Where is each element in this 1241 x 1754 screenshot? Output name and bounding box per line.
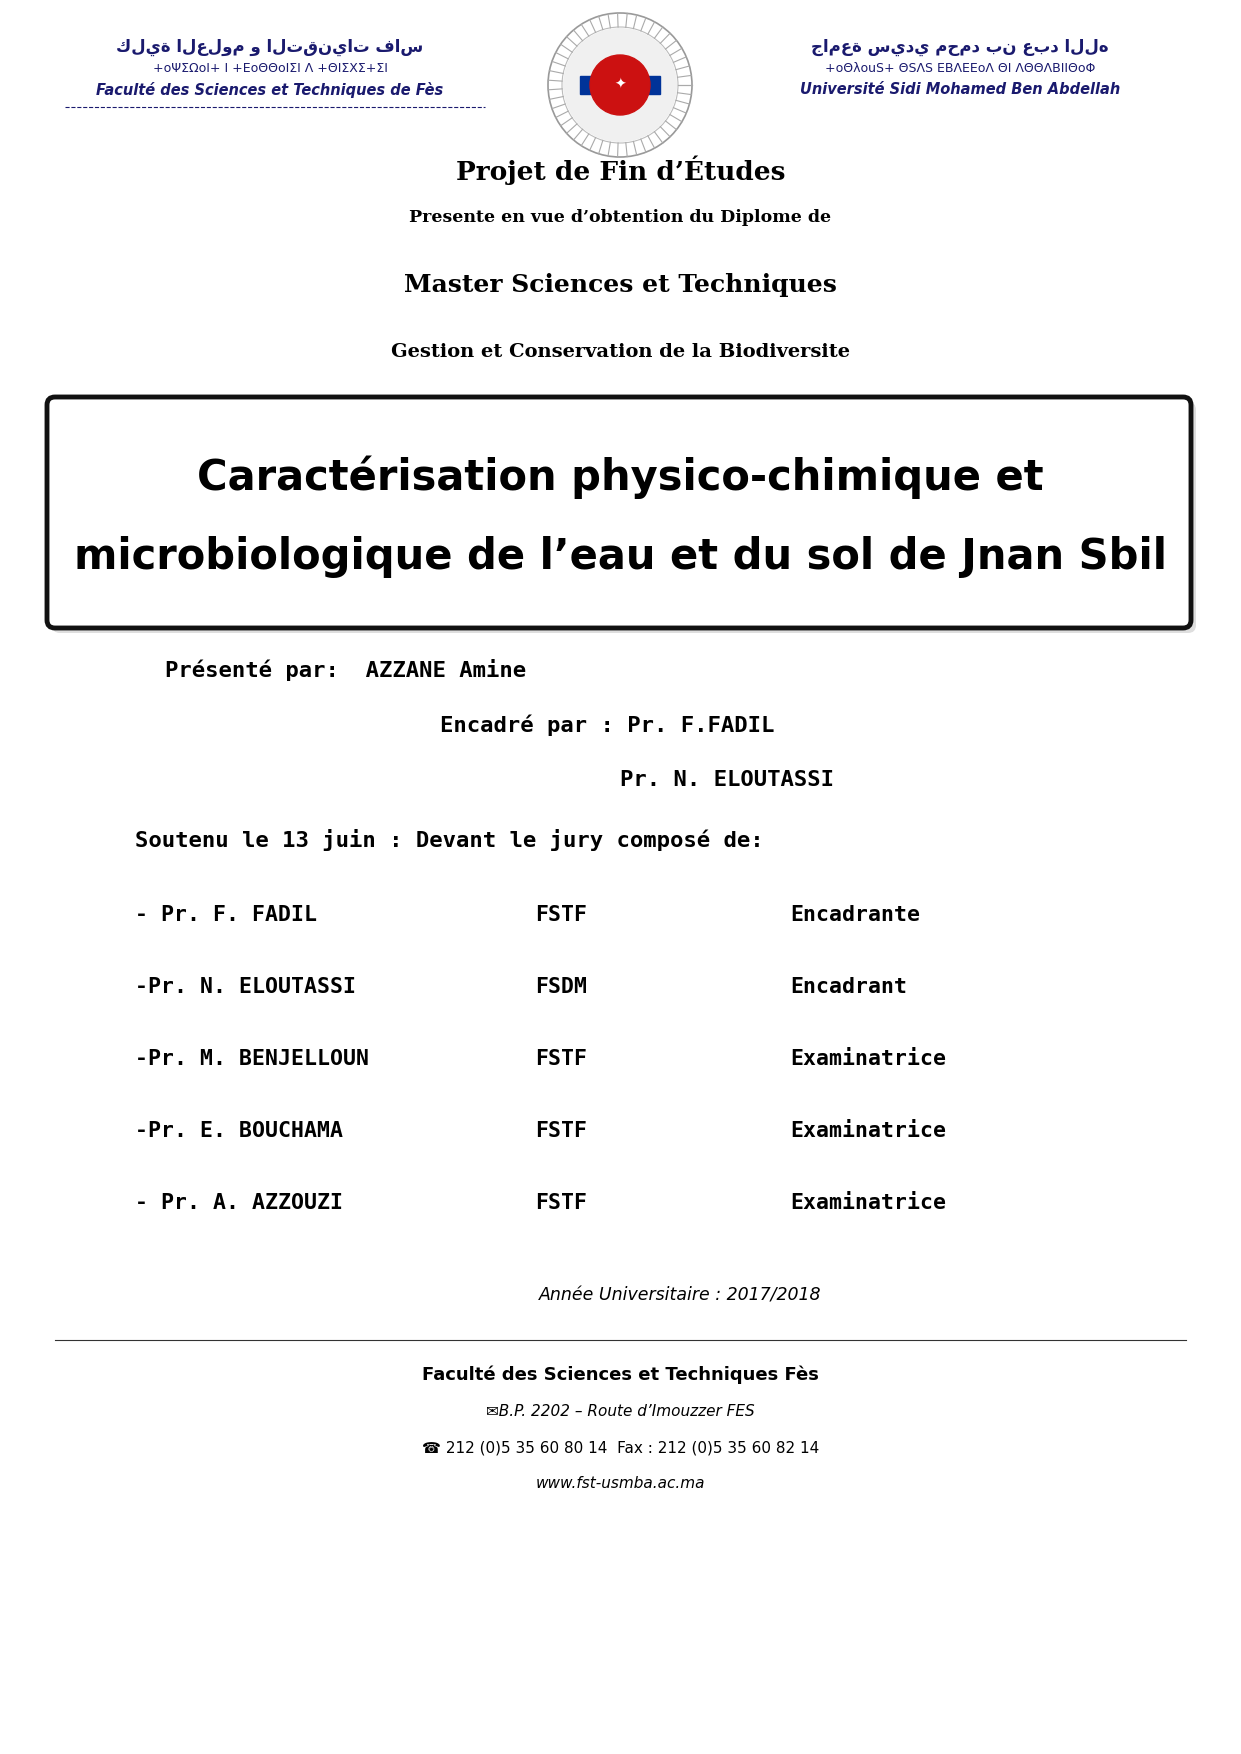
Text: Présenté par:  AZZANE Amine: Présenté par: AZZANE Amine [165, 660, 526, 681]
Text: - Pr. F. FADIL: - Pr. F. FADIL [135, 905, 316, 924]
Text: جامعة سيدي محمد بن عبد الله: جامعة سيدي محمد بن عبد الله [812, 39, 1108, 56]
Text: Examinatrice: Examinatrice [791, 1049, 946, 1068]
Text: microbiologique de l’eau et du sol de Jnan Sbil: microbiologique de l’eau et du sol de Jn… [74, 537, 1167, 579]
Text: Presente en vue d’obtention du Diplome de: Presente en vue d’obtention du Diplome d… [410, 209, 831, 226]
Text: Soutenu le 13 juin : Devant le jury composé de:: Soutenu le 13 juin : Devant le jury comp… [135, 830, 763, 851]
Text: -Pr. M. BENJELLOUN: -Pr. M. BENJELLOUN [135, 1049, 369, 1068]
Text: Pr. N. ELOUTASSI: Pr. N. ELOUTASSI [620, 770, 834, 789]
Text: كلية العلوم و التقنيات فاس: كلية العلوم و التقنيات فاس [117, 39, 423, 56]
Text: ☎ 212 (0)5 35 60 80 14  Fax : 212 (0)5 35 60 82 14: ☎ 212 (0)5 35 60 80 14 Fax : 212 (0)5 35… [422, 1440, 819, 1456]
Text: Encadré par : Pr. F.FADIL: Encadré par : Pr. F.FADIL [441, 714, 774, 735]
Text: Caractérisation physico-chimique et: Caractérisation physico-chimique et [197, 456, 1044, 498]
Text: +oΘλouS+ ΘSΛS ΕBΛΕΕoΛ ΘI ΛΘΘΛBIIΘoΦ: +oΘλouS+ ΘSΛS ΕBΛΕΕoΛ ΘI ΛΘΘΛBIIΘoΦ [825, 61, 1096, 75]
Bar [580, 75, 660, 95]
Text: ✉B.P. 2202 – Route d’Imouzzer FES: ✉B.P. 2202 – Route d’Imouzzer FES [486, 1405, 755, 1419]
Text: Encadrante: Encadrante [791, 905, 920, 924]
Text: -Pr. E. BOUCHAMA: -Pr. E. BOUCHAMA [135, 1121, 343, 1142]
Text: -Pr. N. ELOUTASSI: -Pr. N. ELOUTASSI [135, 977, 356, 996]
Text: Université Sidi Mohamed Ben Abdellah: Université Sidi Mohamed Ben Abdellah [800, 82, 1121, 96]
Text: FSTF: FSTF [535, 905, 587, 924]
Text: Gestion et Conservation de la Biodiversite: Gestion et Conservation de la Biodiversi… [391, 344, 850, 361]
Text: +oΨΣΩoI+ I +ΕoΘΘoIΣI Λ +ΘIΣXΣ+ΣI: +oΨΣΩoI+ I +ΕoΘΘoIΣI Λ +ΘIΣXΣ+ΣI [153, 61, 387, 75]
Text: Encadrant: Encadrant [791, 977, 907, 996]
Text: - Pr. A. AZZOUZI: - Pr. A. AZZOUZI [135, 1193, 343, 1214]
Circle shape [563, 28, 678, 142]
FancyBboxPatch shape [52, 402, 1196, 633]
Text: FSTF: FSTF [535, 1121, 587, 1142]
Text: Année Universitaire : 2017/2018: Année Universitaire : 2017/2018 [540, 1286, 822, 1303]
Text: ✦: ✦ [614, 77, 625, 91]
Text: FSTF: FSTF [535, 1049, 587, 1068]
Text: FSTF: FSTF [535, 1193, 587, 1214]
Text: Examinatrice: Examinatrice [791, 1193, 946, 1214]
Text: Faculté des Sciences et Techniques Fès: Faculté des Sciences et Techniques Fès [422, 1366, 819, 1384]
Circle shape [589, 54, 650, 116]
Text: Examinatrice: Examinatrice [791, 1121, 946, 1142]
Text: www.fst-usmba.ac.ma: www.fst-usmba.ac.ma [536, 1477, 705, 1491]
Text: FSDM: FSDM [535, 977, 587, 996]
Text: Projet de Fin d’Études: Projet de Fin d’Études [455, 156, 786, 184]
FancyBboxPatch shape [47, 396, 1191, 628]
Text: Faculté des Sciences et Techniques de Fès: Faculté des Sciences et Techniques de Fè… [97, 82, 443, 98]
Text: Master Sciences et Techniques: Master Sciences et Techniques [405, 274, 836, 296]
